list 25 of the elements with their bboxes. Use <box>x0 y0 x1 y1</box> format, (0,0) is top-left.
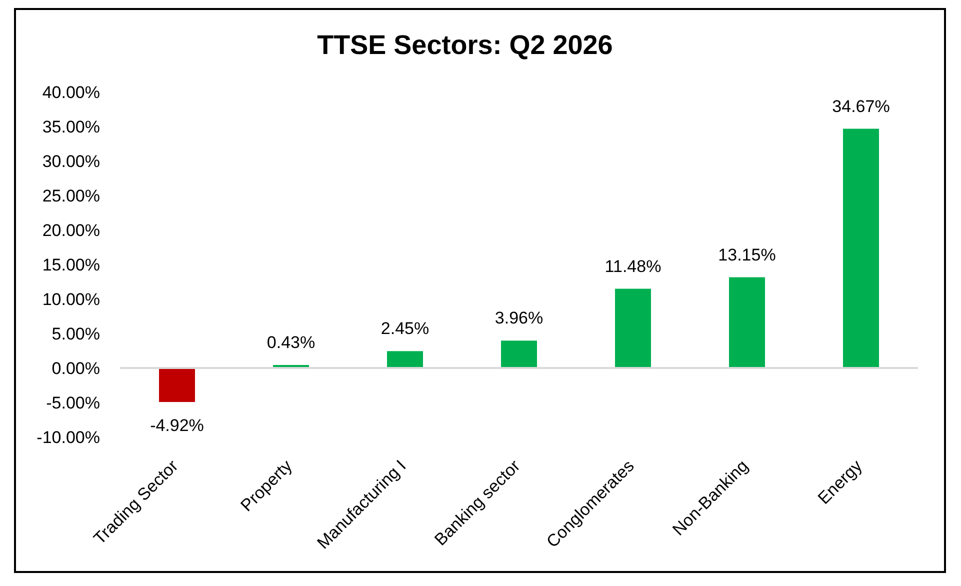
bar <box>615 288 651 368</box>
data-label: -4.92% <box>150 416 204 435</box>
bar <box>729 277 765 368</box>
bar <box>159 368 195 402</box>
bar <box>387 351 423 368</box>
data-label: 3.96% <box>494 308 544 328</box>
y-tick-label: 35.00% <box>42 118 100 137</box>
y-tick-label: 20.00% <box>42 221 100 240</box>
y-tick-label: 5.00% <box>52 324 100 344</box>
y-tick-label: 15.00% <box>42 256 100 275</box>
y-tick-label: -10.00% <box>36 428 100 448</box>
y-tick-label: -5.00% <box>46 394 100 413</box>
y-tick-label: 10.00% <box>42 290 100 310</box>
data-label: 2.45% <box>380 319 430 338</box>
data-label: 11.48% <box>604 256 662 276</box>
bar <box>501 340 537 368</box>
bar <box>843 128 879 368</box>
y-tick-label: 0.00% <box>52 359 100 378</box>
y-tick-label: 30.00% <box>42 152 100 172</box>
data-label: 0.43% <box>266 333 316 352</box>
data-label: 34.67% <box>832 96 890 116</box>
y-tick-label: 25.00% <box>42 186 100 206</box>
chart-title: TTSE Sectors: Q2 2026 <box>316 29 614 61</box>
y-tick-label: 40.00% <box>42 83 100 102</box>
data-label: 13.15% <box>718 245 776 264</box>
